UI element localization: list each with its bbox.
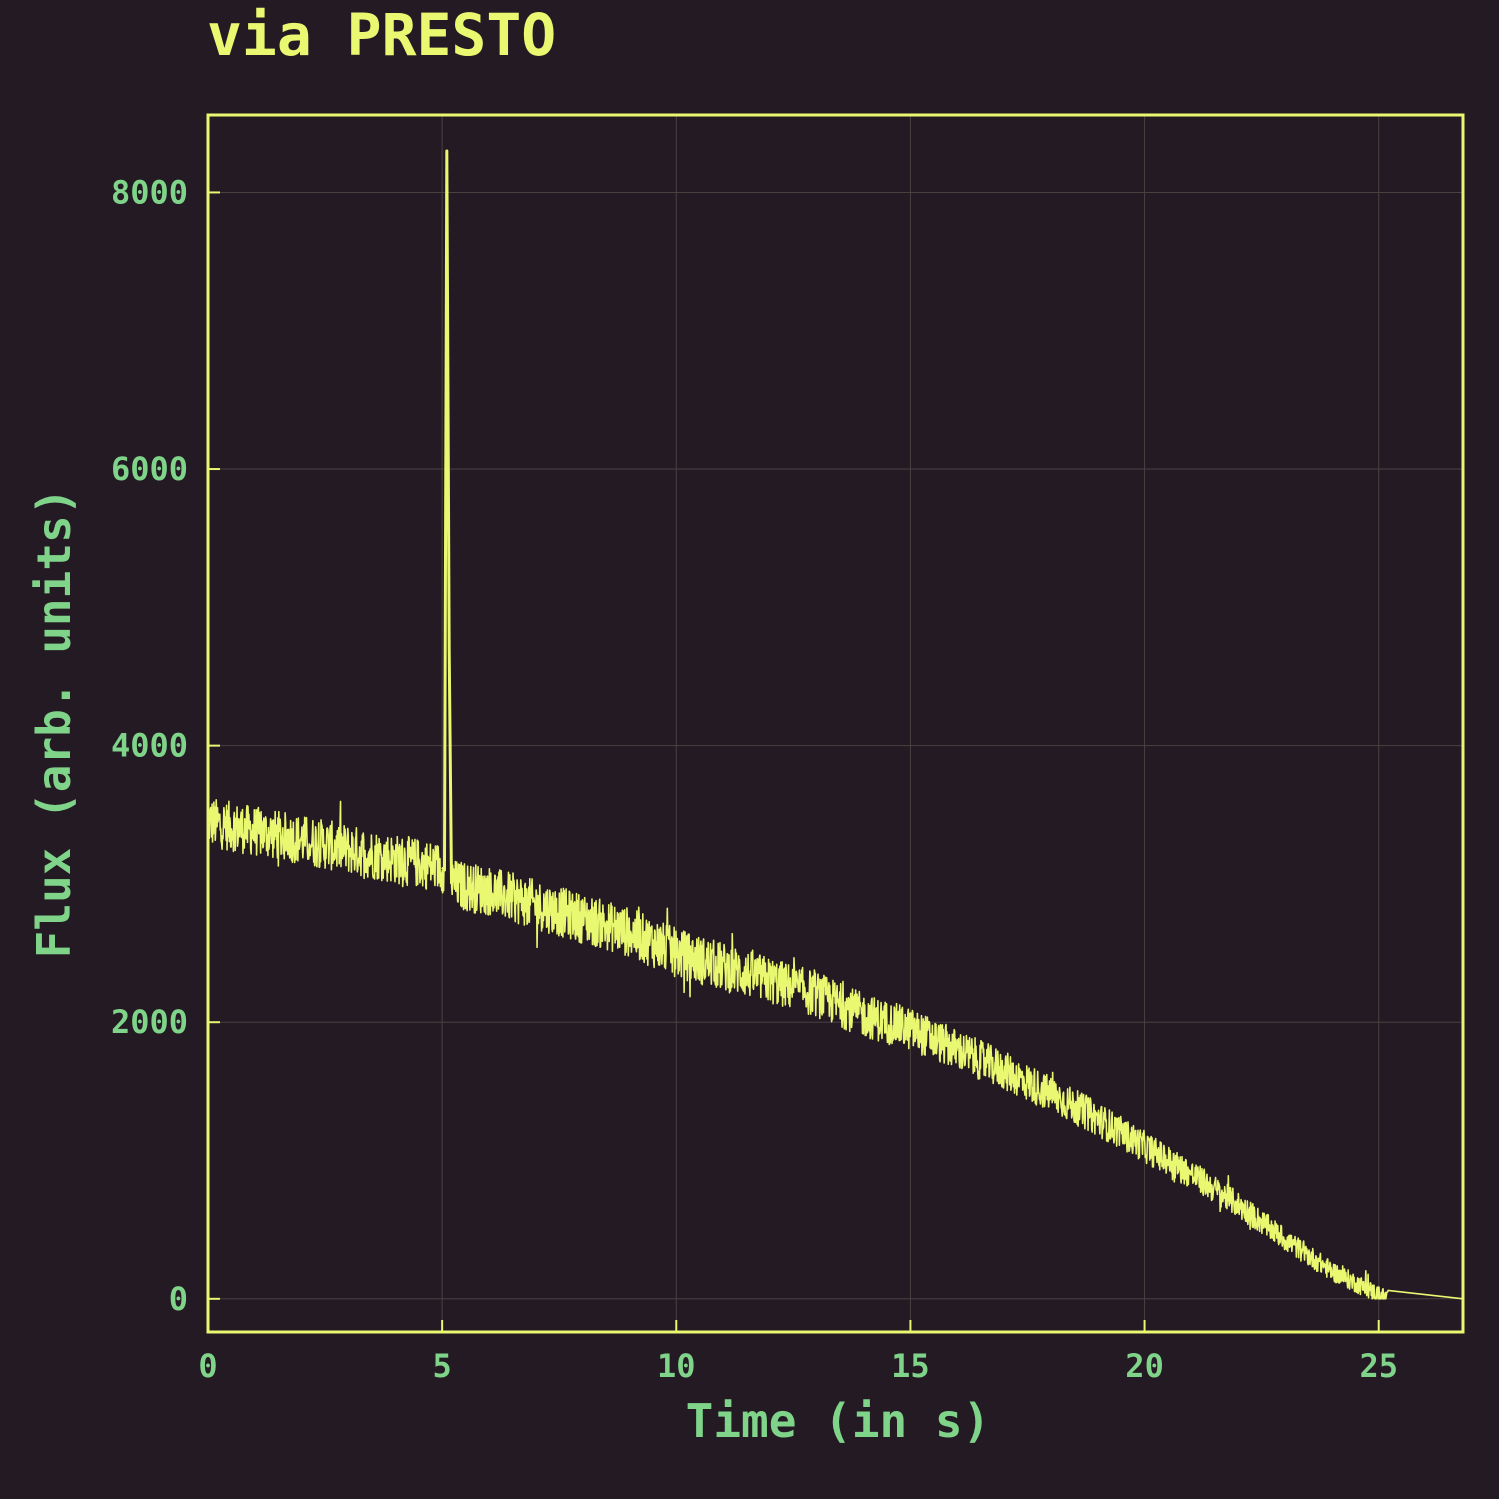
x-tick-label: 25 xyxy=(1359,1347,1398,1385)
x-tick-labels: 0 5 10 15 20 25 xyxy=(198,1347,1398,1385)
y-tick-label: 0 xyxy=(169,1280,188,1318)
chart-title: via PRESTO xyxy=(207,1,556,69)
x-tick-label: 5 xyxy=(433,1347,452,1385)
y-tick-labels: 0 2000 4000 6000 8000 xyxy=(111,173,188,1317)
y-axis-label: Flux (arb. units) xyxy=(27,488,81,959)
pulse-spike-line xyxy=(440,149,454,884)
flux-series-line xyxy=(207,177,1464,1300)
plot-area xyxy=(207,149,1464,1300)
x-tick-label: 10 xyxy=(657,1347,696,1385)
y-tick-label: 2000 xyxy=(111,1003,188,1041)
tick-marks xyxy=(207,191,1380,1332)
x-tick-label: 20 xyxy=(1125,1347,1164,1385)
y-tick-label: 6000 xyxy=(111,450,188,488)
x-tick-label: 15 xyxy=(891,1347,930,1385)
plot-frame xyxy=(206,113,1465,1334)
y-tick-label: 4000 xyxy=(111,727,188,765)
y-tick-label: 8000 xyxy=(111,173,188,211)
x-tick-label: 0 xyxy=(198,1347,217,1385)
x-axis-label: Time (in s) xyxy=(686,1394,991,1448)
grid xyxy=(207,115,1463,1332)
